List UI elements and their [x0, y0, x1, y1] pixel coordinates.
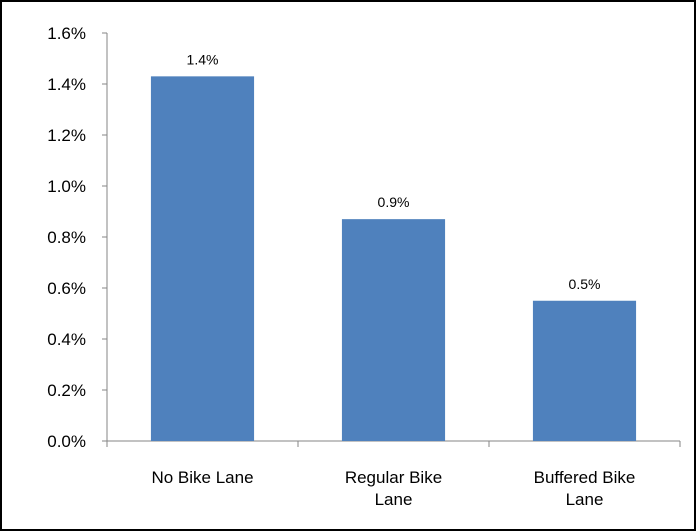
category-label: Regular Bike Lane [345, 468, 442, 509]
y-tick-label: 0.4% [47, 330, 86, 349]
y-axis-ticks: 0.0% 0.2% 0.4% 0.6% 0.8% 1.0% 1.2% 1.4% 1.6% [47, 24, 107, 451]
y-tick-label: 1.4% [47, 75, 86, 94]
y-tick-label: 1.2% [47, 126, 86, 145]
bar [341, 219, 446, 441]
category-label: No Bike Lane [151, 468, 253, 487]
bar [532, 300, 637, 441]
y-tick-label: 0.0% [47, 432, 86, 451]
x-axis-ticks [106, 441, 681, 447]
data-labels: 1.4% 0.9% 0.5% [187, 51, 601, 291]
y-tick-label: 0.6% [47, 279, 86, 298]
bars [150, 76, 637, 441]
data-label: 0.5% [569, 276, 601, 292]
category-labels: No Bike Lane Regular Bike Lane Buffered Bik… [151, 468, 635, 509]
y-tick-label: 0.8% [47, 228, 86, 247]
bar [150, 76, 255, 441]
y-tick-label: 1.6% [47, 24, 86, 43]
data-label: 1.4% [187, 51, 219, 67]
category-label: Buffered Bike Lane [534, 468, 636, 509]
y-tick-label: 0.2% [47, 381, 86, 400]
data-label: 0.9% [378, 194, 410, 210]
y-tick-label: 1.0% [47, 177, 86, 196]
